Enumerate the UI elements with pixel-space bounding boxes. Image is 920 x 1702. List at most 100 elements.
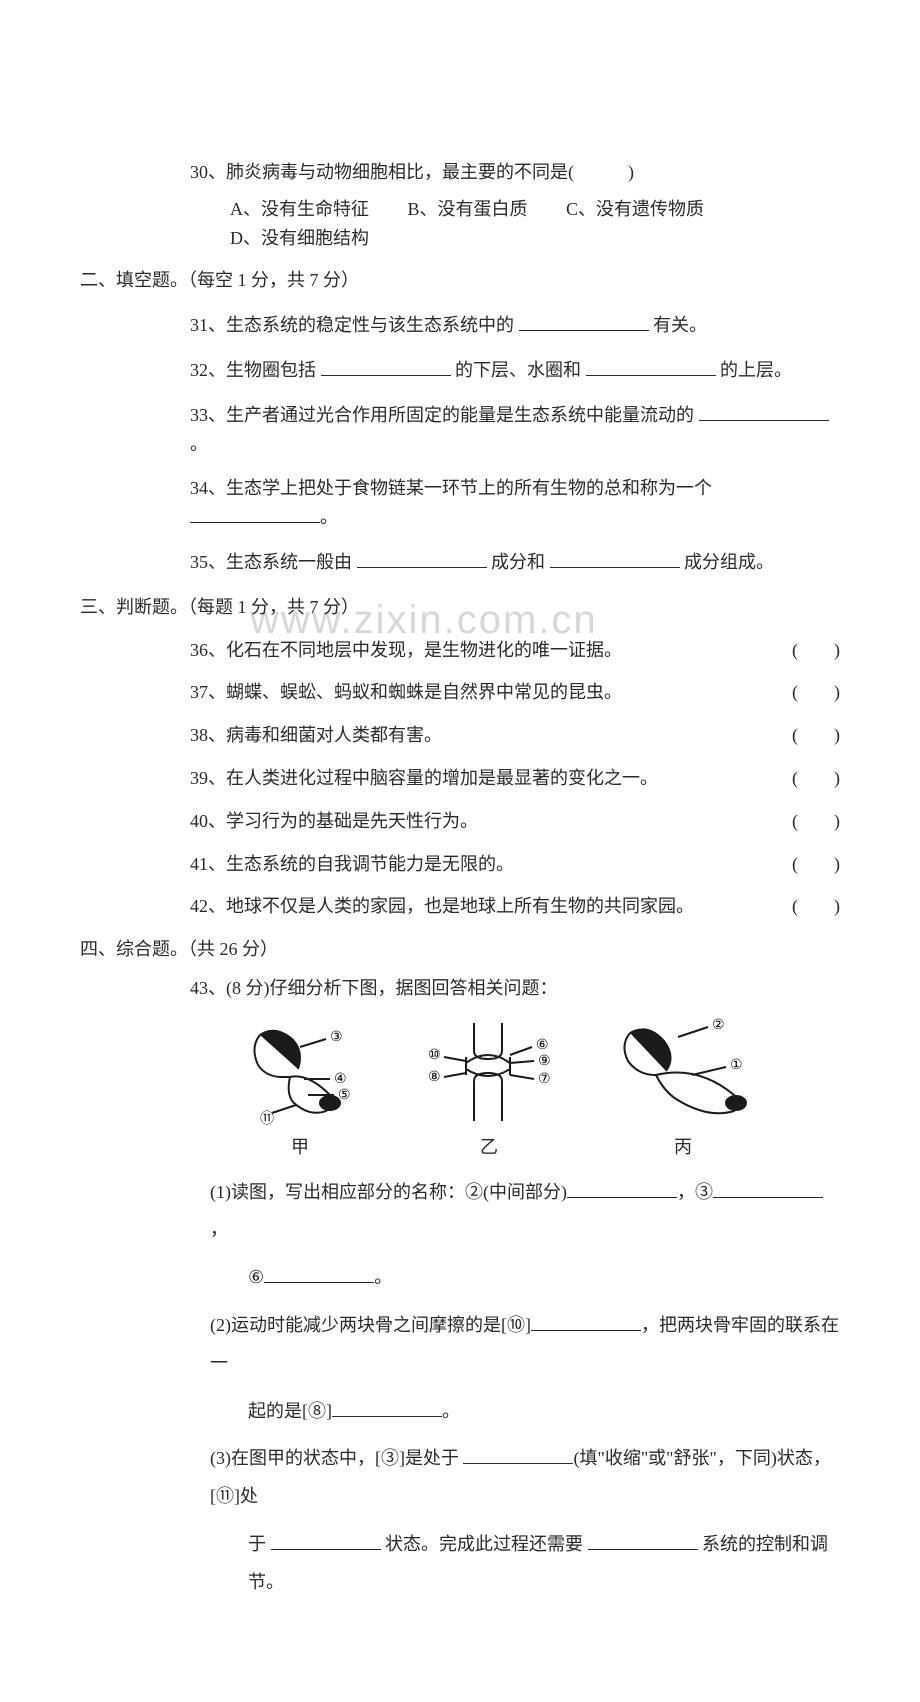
- label-10: ⑩: [428, 1048, 441, 1063]
- q37-text: 37、蝴蝶、蜈蚣、蚂蚁和蜘蛛是自然界中常见的昆虫。: [190, 682, 622, 702]
- question-43: 43、(8 分)仔细分析下图，据图回答相关问题：: [190, 974, 840, 1003]
- label-3: ③: [330, 1030, 343, 1045]
- section-4-title: 四、综合题。（共 26 分）: [80, 935, 840, 964]
- option-30-d: D、没有细胞结构: [230, 224, 369, 253]
- option-30-a: A、没有生命特征: [230, 195, 369, 224]
- q33-text-a: 33、生产者通过光合作用所固定的能量是生态系统中能量流动的: [190, 405, 699, 425]
- diagram-row: ③ ④ ⑤ ⑪ 甲: [230, 1017, 840, 1162]
- question-43-3-cont: 于 状态。完成此过程还需要 系统的控制和调节。: [248, 1526, 840, 1602]
- s3c: 于: [248, 1534, 271, 1554]
- blank: [586, 359, 716, 376]
- q42-text: 42、地球不仅是人类的家园，也是地球上所有生物的共同家园。: [190, 896, 694, 916]
- question-40: 40、学习行为的基础是先天性行为。: [190, 807, 840, 836]
- label-8: ⑧: [428, 1070, 441, 1085]
- question-34: 34、生态学上把处于食物链某一环节上的所有生物的总和称为一个 。: [190, 474, 840, 532]
- blank: [190, 506, 320, 523]
- blank: [699, 404, 829, 421]
- blank: [332, 1399, 442, 1416]
- arm-flexed-icon: ③ ④ ⑤ ⑪: [230, 1017, 370, 1127]
- label-11: ⑪: [260, 1111, 274, 1127]
- blank: [567, 1180, 677, 1197]
- label-7: ⑦: [538, 1072, 551, 1087]
- blank: [588, 1533, 698, 1550]
- s2a: (2)运动时能减少两块骨之间摩擦的是[⑩]: [210, 1315, 531, 1335]
- q38-text: 38、病毒和细菌对人类都有害。: [190, 725, 442, 745]
- blank: [463, 1447, 573, 1464]
- s1e: 。: [374, 1267, 392, 1287]
- s3d: 状态。完成此过程还需要: [381, 1534, 588, 1554]
- q35-text-c: 成分组成。: [680, 552, 775, 572]
- question-43-1-cont: ⑥。: [248, 1259, 840, 1297]
- option-30-b: B、没有蛋白质: [408, 195, 528, 224]
- question-43-2-cont: 起的是[⑧] 。: [248, 1393, 840, 1431]
- s1b: ，③: [677, 1182, 713, 1202]
- diagram-label-c: 丙: [608, 1133, 758, 1162]
- diagram-jia: ③ ④ ⑤ ⑪ 甲: [230, 1017, 370, 1162]
- blank: [519, 314, 649, 331]
- question-36: 36、化石在不同地层中发现，是生物进化的唯一证据。: [190, 636, 840, 665]
- paren: [740, 850, 840, 879]
- s1a: (1)读图，写出相应部分的名称：②(中间部分): [210, 1182, 567, 1202]
- paren: [740, 636, 840, 665]
- diagram-label-a: 甲: [230, 1133, 370, 1162]
- blank: [550, 551, 680, 568]
- q35-text-a: 35、生态系统一般由: [190, 552, 357, 572]
- s1c: ，: [210, 1219, 228, 1239]
- arm-straight-icon: ② ①: [608, 1017, 758, 1127]
- label-4: ④: [334, 1072, 347, 1087]
- paren: [740, 678, 840, 707]
- q34-text-a: 34、生态学上把处于食物链某一环节上的所有生物的总和称为一个: [190, 478, 712, 498]
- q33-text-b: 。: [190, 434, 208, 454]
- blank: [531, 1314, 641, 1331]
- q35-text-b: 成分和: [487, 552, 550, 572]
- paren: [740, 892, 840, 921]
- q36-text: 36、化石在不同地层中发现，是生物进化的唯一证据。: [190, 640, 622, 660]
- q32-text-c: 的上层。: [716, 360, 793, 380]
- label-5: ⑤: [338, 1088, 351, 1103]
- question-42: 42、地球不仅是人类的家园，也是地球上所有生物的共同家园。: [190, 892, 840, 921]
- question-39: 39、在人类进化过程中脑容量的增加是最显著的变化之一。: [190, 764, 840, 793]
- s2c: 起的是[⑧]: [248, 1401, 332, 1421]
- q39-text: 39、在人类进化过程中脑容量的增加是最显著的变化之一。: [190, 768, 658, 788]
- q32-text-a: 32、生物圈包括: [190, 360, 321, 380]
- question-32: 32、生物圈包括 的下层、水圈和 的上层。: [190, 356, 840, 385]
- section-2-title: 二、填空题。（每空 1 分，共 7 分）: [80, 266, 840, 295]
- blank: [264, 1266, 374, 1283]
- paren: [740, 807, 840, 836]
- q40-text: 40、学习行为的基础是先天性行为。: [190, 811, 478, 831]
- question-37: 37、蝴蝶、蜈蚣、蚂蚁和蜘蛛是自然界中常见的昆虫。: [190, 678, 840, 707]
- diagram-label-b: 乙: [414, 1133, 564, 1162]
- s2d: 。: [442, 1401, 460, 1421]
- option-30-c: C、没有遗传物质: [566, 195, 704, 224]
- question-41: 41、生态系统的自我调节能力是无限的。: [190, 850, 840, 879]
- question-43-3: (3)在图甲的状态中，[③]是处于 (填"收缩"或"舒张"，下同)状态，[⑪]处: [210, 1440, 840, 1516]
- diagram-bing: ② ① 丙: [608, 1017, 758, 1162]
- question-30-options: A、没有生命特征 B、没有蛋白质 C、没有遗传物质 D、没有细胞结构: [230, 195, 840, 253]
- q31-text-b: 有关。: [649, 315, 708, 335]
- label-9: ⑨: [538, 1054, 551, 1069]
- question-31: 31、生态系统的稳定性与该生态系统中的 有关。: [190, 311, 840, 340]
- blank: [271, 1533, 381, 1550]
- label-1: ①: [730, 1058, 743, 1073]
- label-2: ②: [712, 1018, 725, 1033]
- question-35: 35、生态系统一般由 成分和 成分组成。: [190, 548, 840, 577]
- s3a: (3)在图甲的状态中，[③]是处于: [210, 1448, 463, 1468]
- paren: [740, 721, 840, 750]
- blank: [321, 359, 451, 376]
- label-6: ⑥: [536, 1038, 549, 1053]
- q31-text-a: 31、生态系统的稳定性与该生态系统中的: [190, 315, 519, 335]
- q34-text-b: 。: [320, 507, 338, 527]
- question-43-1: (1)读图，写出相应部分的名称：②(中间部分) ，③ ，: [210, 1174, 840, 1250]
- joint-icon: ⑥ ⑨ ⑦ ⑩ ⑧: [414, 1017, 564, 1127]
- question-33: 33、生产者通过光合作用所固定的能量是生态系统中能量流动的 。: [190, 401, 840, 459]
- diagram-yi: ⑥ ⑨ ⑦ ⑩ ⑧ 乙: [414, 1017, 564, 1162]
- blank: [357, 551, 487, 568]
- question-38: 38、病毒和细菌对人类都有害。: [190, 721, 840, 750]
- question-30: 30、肺炎病毒与动物细胞相比，最主要的不同是( ): [190, 158, 840, 187]
- question-43-2: (2)运动时能减少两块骨之间摩擦的是[⑩]，把两块骨牢固的联系在一: [210, 1307, 840, 1383]
- section-3-title: 三、判断题。（每题 1 分，共 7 分）: [80, 593, 840, 622]
- q32-text-b: 的下层、水圈和: [451, 360, 586, 380]
- paren: [740, 764, 840, 793]
- s1d: ⑥: [248, 1267, 264, 1287]
- blank: [713, 1180, 823, 1197]
